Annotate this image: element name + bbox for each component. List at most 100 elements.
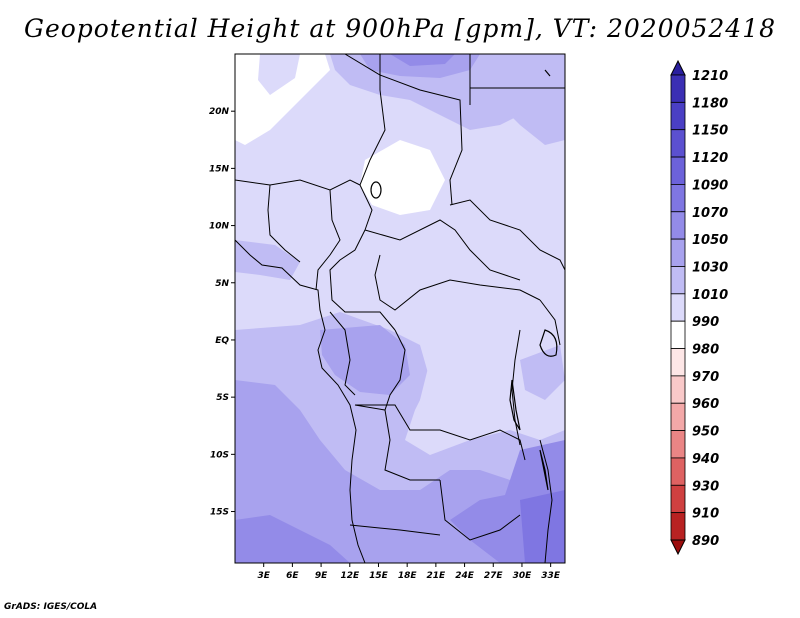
border-angola-drc [355,404,526,461]
lat-label: 10N [209,222,230,232]
colorbar-swatch [670,266,686,295]
map-frame [234,53,566,564]
lat-label: 10S [210,450,229,460]
field-region-1110-se [520,490,565,563]
colorbar-level-label: 1030 [692,260,728,275]
lat-label: 15N [209,164,230,174]
colorbar-level-label: 910 [692,507,719,522]
lon-label: 6E [286,571,299,581]
lon-label: 12E [340,571,360,581]
colorbar-swatch [670,184,686,213]
lon-label: 27E [484,571,504,581]
border-egypt-sudan [469,54,565,105]
colorbar-swatch [670,484,686,514]
colorbar-swatch [670,156,686,185]
colorbar-level-label: 970 [692,370,719,385]
border-namibia [349,524,441,536]
lake-victoria [539,329,558,357]
border-angola-east [384,409,440,481]
lake-chad [370,181,382,199]
colorbar-swatch [670,211,686,240]
border-congo [354,329,406,411]
lakes [370,69,558,491]
border-zambia [439,479,521,541]
colorbar-level-label: 930 [692,479,719,494]
lat-label: 15S [210,508,229,518]
lat-label: 5N [215,279,229,289]
lon-label: 21E [427,571,447,581]
lake-tanganyika [509,379,521,431]
colorbar-bottom-arrow [670,539,686,556]
border-nigeria-east [315,189,341,291]
colorbar-level-label: 1090 [692,178,728,193]
colorbar-level-label: 960 [692,397,719,412]
lat-label: EQ [215,336,229,346]
lon-label: 24E [455,571,475,581]
map-axes: 20N 15N 10N 5N EQ 5S 10S 15S 3E 6E 9E 12E 15E 18E 21E 2… [209,107,561,581]
border-rift [511,329,521,446]
field-region-1050-lake [520,345,565,400]
borders [235,54,565,563]
border-malawi [539,439,553,563]
colorbar-swatch [670,293,686,322]
lon-label: 15E [369,571,389,581]
footer-credit: GrADS: IGES/COLA [4,602,98,612]
border-cameroon [329,229,396,331]
colorbar-level-label: 940 [692,452,719,467]
colorbar-level-label: 890 [692,534,719,549]
colorbar-swatch [670,101,686,131]
colorbar-level-label: 1010 [692,288,728,303]
lake-malawi [539,449,549,491]
colorbar-level-label: 1210 [692,69,728,84]
colorbar-level-label: 990 [692,315,719,330]
border-niger-chad [359,54,386,231]
border-chad-north [344,54,463,206]
colorbar-level-label: 1070 [692,206,728,221]
border-uganda [539,299,561,346]
lat-label: 20N [209,107,230,117]
colorbar-level-label: 1050 [692,233,728,248]
colorbar-level-label: 950 [692,425,719,440]
height-field [235,54,565,563]
colorbar-level-label: 1150 [692,124,728,139]
colorbar-level-label: 1120 [692,151,728,166]
colorbar-top-arrow [670,59,686,76]
border-car-north [364,219,521,281]
border-sahel [235,179,361,191]
chart-title: Geopotential Height at 900hPa [gpm], VT:… [23,14,777,43]
lon-label: 9E [315,571,328,581]
colorbar-swatch [670,348,686,377]
colorbar-swatch [670,512,686,541]
border-benin [267,184,301,263]
field-region-1070-north [360,54,480,78]
sea-coast-ne [544,69,551,77]
border-gabon [329,311,356,396]
border-sudan-south [449,199,565,271]
lon-label: 3E [257,571,270,581]
field-region-1090-sw [235,515,350,563]
border-car-south [374,254,541,311]
colorbar-swatch [670,402,686,431]
field-region-1090-north [390,54,455,66]
colorbar-swatch [670,430,686,459]
field-region-1050-ne [480,60,565,145]
colorbar-swatch [670,238,686,267]
lon-label: 30E [513,571,533,581]
colorbar-swatch [670,457,686,486]
coastline-west [235,239,366,563]
field-region-1030-east [420,280,545,440]
colorbar-swatch [670,320,686,349]
colorbar-level-label: 980 [692,343,719,358]
colorbar: 1210 1180 1150 1120 1090 1070 1050 1030 1010 990 9… [670,59,728,556]
colorbar-swatch [670,129,686,158]
field-region-1070-congo [320,325,410,395]
colorbar-level-label: 1180 [692,96,728,111]
colorbar-swatch [670,74,686,103]
field-region-1030-nw-island [258,54,300,95]
lon-label: 18E [398,571,418,581]
colorbar-swatch [670,375,686,404]
lat-label: 5S [216,393,229,403]
lon-label: 33E [541,571,561,581]
field-region-1010-center [360,140,445,215]
